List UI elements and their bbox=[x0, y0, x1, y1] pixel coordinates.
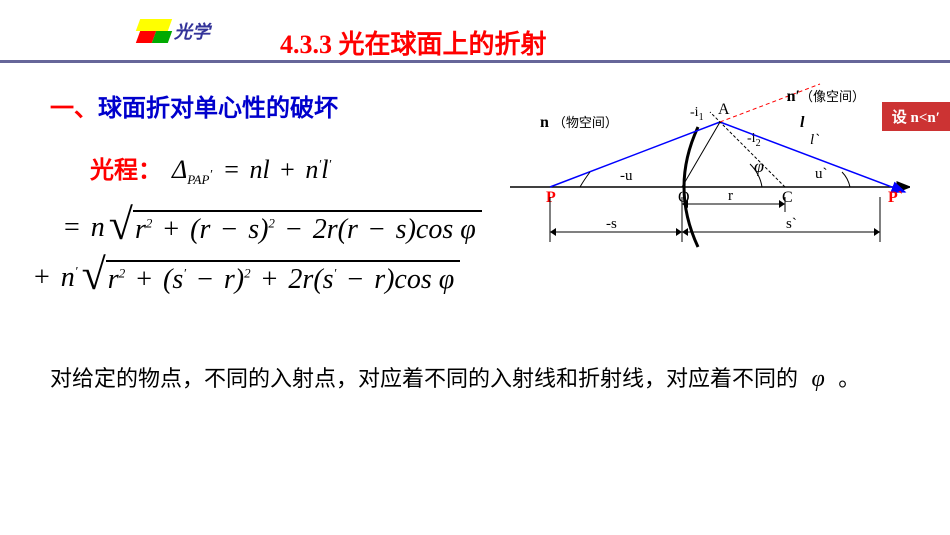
label-u-prime: u` bbox=[815, 166, 828, 182]
body-t1: 对给定的物点，不同的入射点，对应着不同的入射线和折射线，对应着不同的 bbox=[50, 366, 798, 391]
eq-line-3: + n′ √ r2 + (s′ − r)2 + 2r(s′ − r)cos φ bbox=[60, 260, 482, 296]
section-heading: 一、球面折对单心性的破坏 bbox=[50, 88, 338, 123]
eq-label: 光程： bbox=[90, 150, 162, 185]
normal-line bbox=[710, 112, 785, 187]
eq-line-2: = n √ r2 + (r − s)2 − 2r(r − s)cos φ bbox=[60, 210, 482, 246]
section-bullet: 一、 bbox=[50, 96, 98, 122]
sqrt-2: √ r2 + (s′ − r)2 + 2r(s′ − r)cos φ bbox=[82, 260, 461, 296]
sqrt-1: √ r2 + (r − s)2 − 2r(r − s)cos φ bbox=[109, 210, 482, 246]
label-l2: l` bbox=[810, 132, 819, 148]
logo-block-yellow bbox=[136, 19, 172, 31]
refraction-diagram: n （物空间） n′（像空间） 设 n<n′ bbox=[510, 72, 910, 262]
section-text: 球面折对单心性的破坏 bbox=[98, 96, 338, 122]
body-phi: φ bbox=[804, 366, 833, 392]
label-i2: -i2 bbox=[747, 131, 761, 149]
logo: 光学 bbox=[138, 18, 210, 44]
label-l: l bbox=[800, 114, 805, 131]
logo-block-green bbox=[152, 31, 172, 43]
arc-up bbox=[842, 172, 850, 187]
label-s-prime: s` bbox=[786, 216, 797, 232]
eq-line-1: 光程： ΔPAP′ = nl + n′l′ bbox=[60, 150, 482, 188]
body-t2: 。 bbox=[838, 366, 860, 391]
label-i1: -i1 bbox=[690, 105, 704, 123]
equation-block: 光程： ΔPAP′ = nl + n′l′ = n √ r2 + (r − s)… bbox=[60, 150, 482, 310]
label-P: P bbox=[546, 189, 556, 206]
assumption-badge: 设 n<n′ bbox=[882, 102, 950, 131]
page-title: 4.3.3 光在球面上的折射 bbox=[280, 24, 547, 61]
label-Pp: P` bbox=[888, 189, 903, 206]
logo-text: 光学 bbox=[174, 18, 210, 44]
n-object-space: n （物空间） bbox=[540, 112, 618, 132]
eq-line1-rhs: = nl + n′l′ bbox=[212, 155, 331, 185]
logo-blocks bbox=[138, 19, 170, 43]
body-text: 对给定的物点，不同的入射点，对应着不同的入射线和折射线，对应着不同的 φ 。 bbox=[50, 360, 880, 398]
label-r: r bbox=[728, 188, 733, 204]
eq-delta: ΔPAP′ bbox=[172, 155, 212, 188]
slide-page: 光学 4.3.3 光在球面上的折射 一、球面折对单心性的破坏 光程： ΔPAP′… bbox=[0, 0, 950, 535]
label-phi: φ bbox=[754, 156, 764, 176]
label-A: A bbox=[718, 101, 730, 118]
label-minus-s: -s bbox=[606, 216, 617, 232]
label-minus-u: -u bbox=[620, 168, 633, 184]
n-image-space: n′（像空间） bbox=[787, 86, 865, 106]
